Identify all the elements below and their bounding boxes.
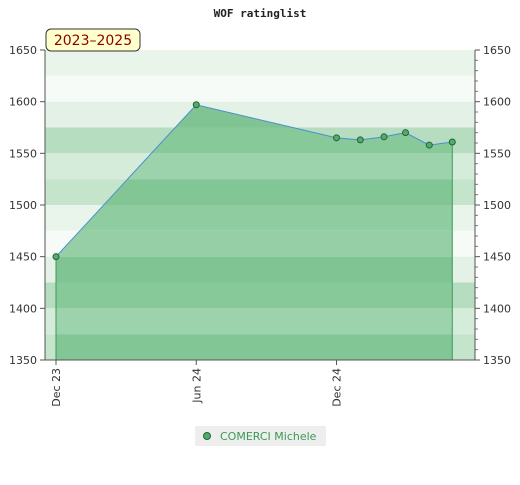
- background-band: [45, 50, 475, 76]
- y-tick-label-right: 1500: [483, 199, 511, 212]
- legend-marker-icon: [203, 432, 211, 440]
- data-point: [425, 141, 433, 149]
- y-tick-label-right: 1350: [483, 354, 511, 367]
- data-point: [192, 101, 200, 109]
- data-point: [448, 138, 456, 146]
- area-band: [56, 230, 453, 257]
- legend[interactable]: COMERCI Michele: [195, 426, 326, 446]
- data-point: [52, 253, 60, 261]
- y-tick-label-right: 1550: [483, 147, 511, 160]
- x-tick-label: Jun 24: [190, 368, 203, 404]
- y-tick-label-left: 1450: [9, 251, 37, 264]
- period-badge: 2023–2025: [45, 28, 141, 52]
- x-tick-label: Dec 23: [50, 368, 63, 407]
- data-point: [333, 134, 341, 142]
- y-tick-label-left: 1650: [9, 44, 37, 57]
- period-badge-text: 2023–2025: [54, 33, 132, 49]
- area-band: [56, 334, 453, 360]
- chart-title: WOF ratinglist: [214, 7, 307, 20]
- series-line: [55, 104, 453, 258]
- y-tick-label-right: 1600: [483, 96, 511, 109]
- area-band: [56, 308, 453, 335]
- data-point: [402, 129, 410, 137]
- axes: 1350 1350 1400 1400 1450 1450 1500 1500 1550 1550…: [9, 44, 511, 407]
- area-band: [56, 205, 453, 231]
- y-tick-label-right: 1450: [483, 251, 511, 264]
- y-tick-label-left: 1400: [9, 302, 37, 315]
- legend-label: COMERCI Michele: [220, 429, 317, 443]
- y-tick-label-left: 1350: [9, 354, 37, 367]
- area-band: [56, 256, 453, 283]
- y-tick-label-left: 1600: [9, 96, 37, 109]
- x-tick-label: Dec 24: [331, 368, 344, 407]
- background-band: [45, 75, 475, 102]
- area-band: [56, 282, 453, 309]
- data-point: [356, 136, 364, 144]
- period-badge-box: [45, 28, 141, 52]
- y-tick-label-right: 1650: [483, 44, 511, 57]
- y-tick-label-left: 1550: [9, 147, 37, 160]
- y-tick-label-left: 1500: [9, 199, 37, 212]
- points-layer: [52, 101, 456, 261]
- y-tick-label-right: 1400: [483, 302, 511, 315]
- data-point: [380, 133, 388, 141]
